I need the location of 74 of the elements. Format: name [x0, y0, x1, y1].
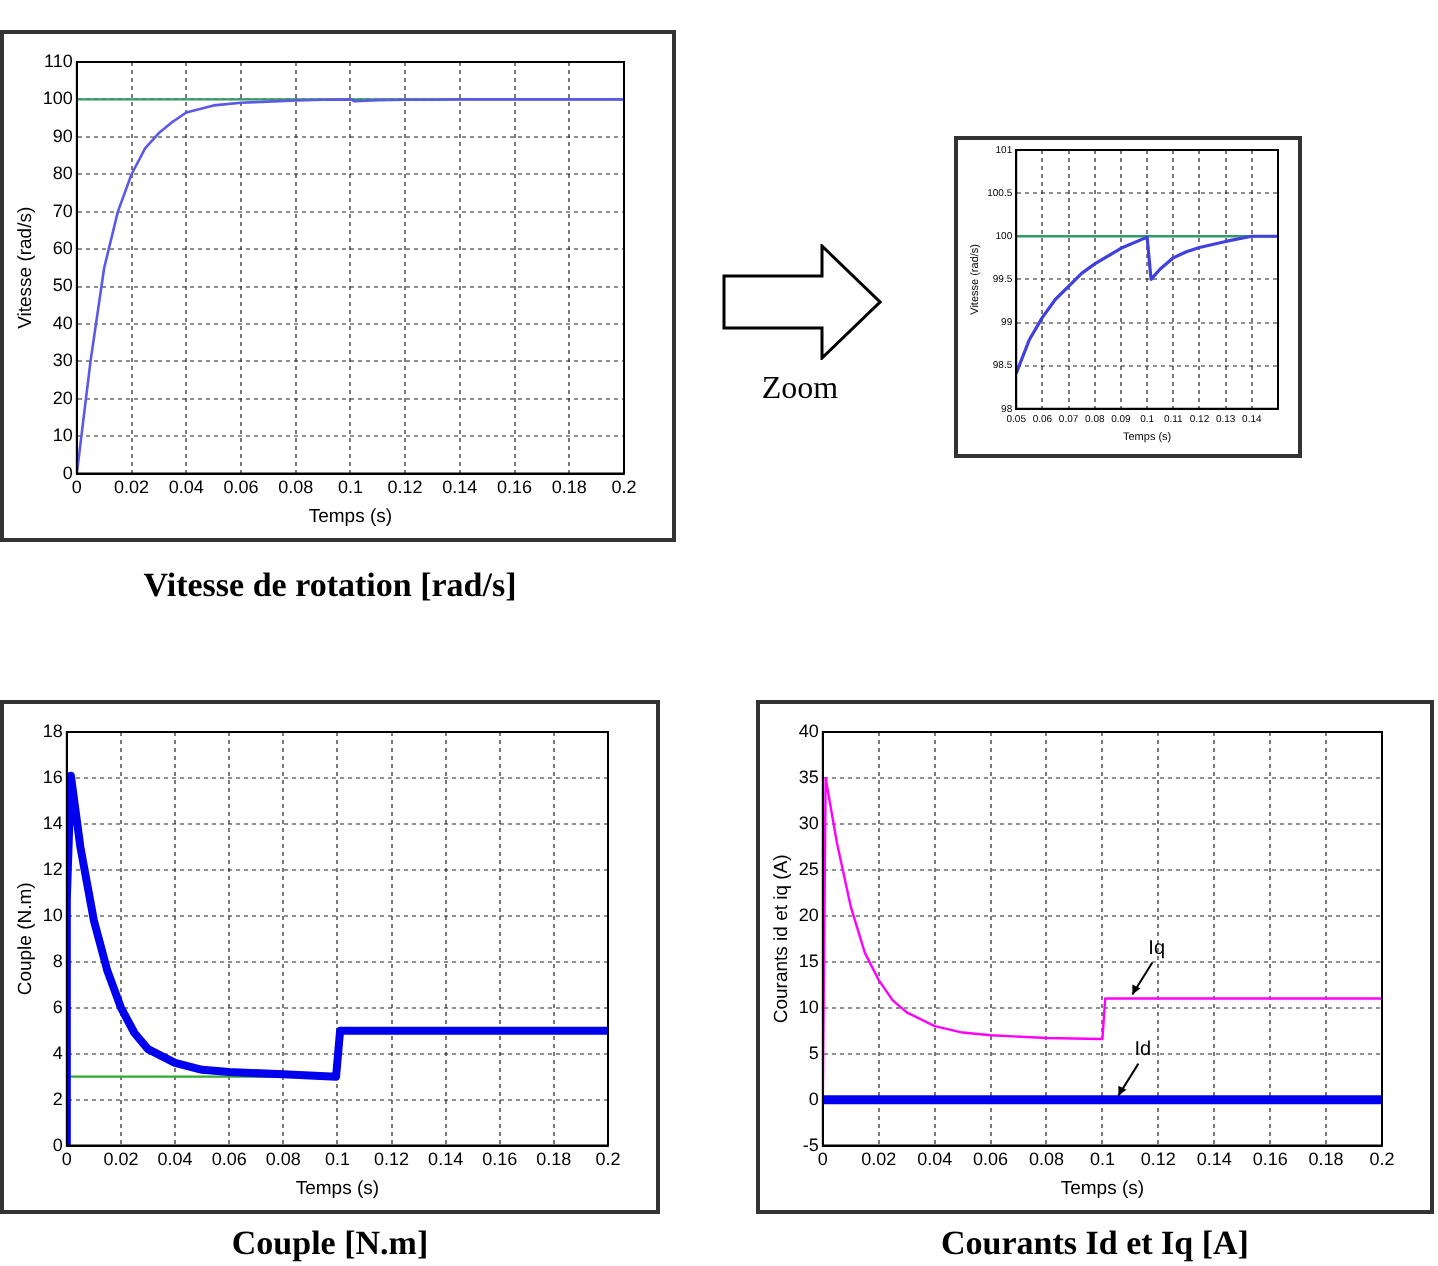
annotation: Id	[1134, 1039, 1152, 1062]
y-tick-label: 40	[52, 312, 73, 333]
x-tick-label: 0.1	[337, 477, 363, 498]
x-tick-label: 0.14	[428, 1149, 464, 1170]
y-tick-label: 15	[798, 950, 819, 971]
y-tick-label: 30	[52, 350, 73, 371]
x-tick-label: 0.14	[442, 477, 478, 498]
x-axis-title: Temps (s)	[1060, 1177, 1145, 1200]
x-tick-label: 0.1	[1089, 1149, 1115, 1170]
y-tick-label: 10	[798, 996, 819, 1017]
x-axis-title: Temps (s)	[295, 1177, 380, 1200]
y-tick-label: 0	[808, 1088, 819, 1109]
x-tick-label: 0.08	[265, 1149, 301, 1170]
y-tick-label: 20	[798, 904, 819, 925]
annotation: Iq	[1148, 938, 1166, 961]
x-tick-label: 0.16	[497, 477, 533, 498]
x-tick-label: 0.16	[482, 1149, 518, 1170]
x-tick-label: 0.2	[1369, 1149, 1395, 1170]
y-axis-title: Couple (N.m)	[14, 882, 37, 996]
x-tick-label: 0.04	[917, 1149, 953, 1170]
y-tick-label: 2	[52, 1088, 63, 1109]
y-tick-label: 20	[52, 387, 73, 408]
y-tick-label: 5	[808, 1042, 819, 1063]
x-tick-label: 0.06	[211, 1149, 247, 1170]
y-tick-label: 18	[42, 720, 63, 741]
x-tick-label: 0.02	[861, 1149, 897, 1170]
y-tick-label: 8	[52, 950, 63, 971]
x-tick-label: 0.14	[1196, 1149, 1232, 1170]
y-tick-label: 110	[44, 50, 73, 71]
x-tick-label: 0.18	[536, 1149, 572, 1170]
y-tick-label: -5	[802, 1134, 819, 1155]
x-tick-label: 0.12	[1140, 1149, 1176, 1170]
x-tick-label: 0.08	[1028, 1149, 1065, 1170]
y-tick-label: 0	[62, 462, 73, 483]
y-tick-label: 12	[42, 858, 63, 879]
x-axis-title: Temps (s)	[308, 505, 393, 528]
x-tick-label: 0.06	[973, 1149, 1009, 1170]
y-tick-label: 14	[42, 812, 63, 833]
text: Vitesse de rotation [rad/s]	[141, 566, 519, 606]
y-tick-label: 25	[798, 858, 819, 879]
y-tick-label: 70	[52, 200, 73, 221]
y-tick-label: 40	[798, 720, 819, 741]
y-tick-label: 60	[52, 238, 73, 259]
x-tick-label: 0.04	[157, 1149, 193, 1170]
y-tick-label: 0	[52, 1134, 63, 1155]
y-tick-label: 90	[52, 125, 73, 146]
x-tick-label: 0.12	[374, 1149, 410, 1170]
x-tick-label: 0.16	[1252, 1149, 1288, 1170]
y-tick-label: 80	[52, 163, 73, 184]
y-tick-label: 35	[798, 766, 819, 787]
x-tick-label: 0.06	[223, 477, 259, 498]
text: Courants Id et Iq [A]	[939, 1224, 1251, 1264]
y-axis-title: Courants id et iq (A)	[770, 854, 793, 1024]
x-tick-label: 0.02	[103, 1149, 139, 1170]
y-tick-label: 6	[52, 996, 63, 1017]
text: Zoom	[759, 372, 841, 408]
x-tick-label: 0.04	[168, 477, 204, 498]
y-tick-label: 100	[42, 88, 73, 109]
x-tick-label: 0.2	[595, 1149, 621, 1170]
y-tick-label: 50	[52, 275, 73, 296]
x-tick-label: 0.02	[114, 477, 150, 498]
y-tick-label: 16	[42, 766, 63, 787]
x-tick-label: 0.1	[324, 1149, 350, 1170]
x-tick-label: 0.18	[1308, 1149, 1344, 1170]
y-tick-label: 10	[42, 904, 63, 925]
y-tick-label: 30	[798, 812, 819, 833]
x-tick-label: 0.12	[387, 477, 423, 498]
x-tick-label: 0.08	[278, 477, 314, 498]
y-axis-title: Vitesse (rad/s)	[14, 206, 37, 329]
y-tick-label: 10	[52, 425, 73, 446]
x-tick-label: 0.2	[611, 477, 637, 498]
y-tick-label: 4	[52, 1042, 63, 1063]
x-tick-label: 0.18	[551, 477, 587, 498]
text: Couple [N.m]	[229, 1224, 431, 1264]
